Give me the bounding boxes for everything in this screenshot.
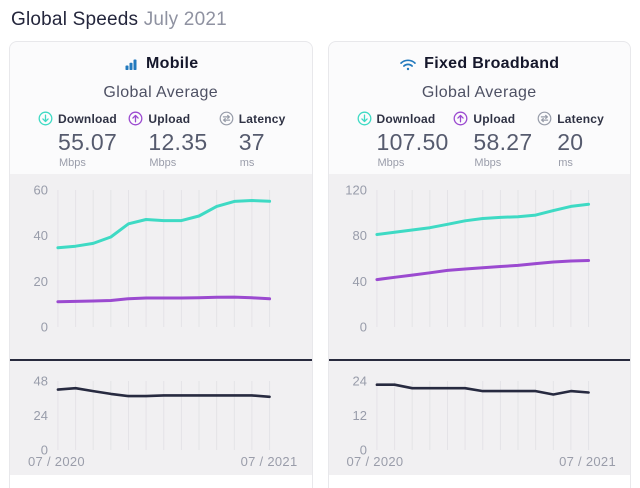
panels-row: Mobile Global Average Download 55.07 Mbp…: [9, 41, 631, 488]
fixed-download-stat: Download 107.50 Mbps: [357, 111, 449, 169]
download-arrow-icon: [357, 111, 372, 126]
upload-arrow-icon: [128, 111, 143, 126]
mobile-panel: Mobile Global Average Download 55.07 Mbp…: [9, 41, 313, 488]
mobile-upload-value: 12.35: [148, 129, 208, 155]
mobile-download-label: Download: [58, 111, 117, 126]
svg-text:0: 0: [41, 319, 48, 334]
chart-divider: [328, 359, 630, 361]
mobile-panel-title: Mobile: [10, 55, 312, 73]
mobile-download-stat: Download 55.07 Mbps: [38, 111, 117, 169]
svg-text:40: 40: [352, 274, 366, 289]
svg-text:0: 0: [359, 319, 366, 334]
mobile-upload-stat: Upload 12.35 Mbps: [128, 111, 207, 169]
fixed-download-value: 107.50: [376, 129, 449, 155]
mobile-speeds-chart: 60 40 20 0: [34, 182, 272, 335]
fixed-global-average-heading: Global Average: [421, 84, 537, 101]
fixed-latency-label: Latency: [557, 111, 604, 126]
mobile-global-average-heading: Global Average: [103, 84, 219, 101]
mobile-x-axis-labels: 07 / 2020 07 / 2021: [10, 454, 312, 469]
svg-text:40: 40: [34, 228, 48, 243]
svg-text:120: 120: [345, 182, 367, 197]
mobile-upload-label: Upload: [148, 111, 191, 126]
mobile-panel-footer: [10, 475, 312, 488]
download-arrow-icon: [38, 111, 53, 126]
mobile-panel-header: Mobile Global Average Download 55.07 Mbp…: [10, 42, 312, 174]
bar-chart-icon: [123, 56, 139, 72]
page-title-period: July 2021: [143, 9, 227, 30]
latency-icon: [219, 111, 234, 126]
fixed-panel-title-label: Fixed Broadband: [424, 55, 560, 72]
fixed-x-axis-labels: 07 / 2020 07 / 2021: [329, 454, 631, 469]
mobile-upload-unit: Mbps: [149, 157, 177, 169]
mobile-latency-label-row: Latency: [219, 111, 286, 126]
fixed-upload-value: 58.27: [473, 129, 533, 155]
mobile-latency-label: Latency: [238, 111, 286, 126]
fixed-panel-header: Fixed Broadband Global Average Download …: [329, 42, 631, 174]
mobile-download-value: 55.07: [58, 129, 118, 155]
fixed-latency-unit: ms: [558, 157, 573, 169]
fixed-latency-chart: 24 12 0: [352, 373, 590, 456]
svg-text:60: 60: [34, 182, 48, 197]
upload-arrow-icon: [453, 111, 468, 126]
fixed-upload-label-row: Upload: [453, 111, 532, 126]
svg-text:12: 12: [352, 408, 366, 423]
fixed-latency-value: 20: [557, 129, 584, 155]
svg-text:0: 0: [41, 442, 48, 456]
mobile-download-unit: Mbps: [59, 157, 86, 169]
fixed-upload-unit: Mbps: [474, 157, 502, 169]
mobile-upload-label-row: Upload: [128, 111, 207, 126]
svg-text:48: 48: [34, 373, 48, 388]
mobile-chart-area: 60 40 20 0 48 24 0 07 / 2020 07 / 2021: [10, 174, 312, 475]
latency-icon: [537, 111, 552, 126]
fixed-speeds-chart: 120 80 40 0: [345, 182, 590, 335]
fixed-latency-stat: Latency 20 ms: [537, 111, 604, 169]
mobile-download-label-row: Download: [38, 111, 117, 126]
svg-text:20: 20: [34, 274, 48, 289]
mobile-latency-stat: Latency 37 ms: [219, 111, 286, 169]
fixed-chart-area: 120 80 40 0 24 12 0 07 / 2020 07 / 2021: [328, 174, 631, 475]
chart-divider: [10, 359, 312, 361]
fixed-download-unit: Mbps: [377, 157, 405, 169]
fixed-upload-stat: Upload 58.27 Mbps: [453, 111, 532, 169]
fixed-x-end-label: 07 / 2021: [559, 454, 616, 469]
fixed-panel-footer: [328, 475, 630, 488]
fixed-broadband-panel: Fixed Broadband Global Average Download …: [327, 41, 631, 488]
fixed-download-label-row: Download: [357, 111, 449, 126]
page-title-main: Global Speeds: [11, 9, 139, 30]
fixed-panel-title: Fixed Broadband: [329, 55, 631, 73]
fixed-stats-row: Download 107.50 Mbps Upload 58.27: [329, 102, 631, 169]
fixed-x-start-label: 07 / 2020: [346, 454, 404, 469]
svg-text:24: 24: [34, 408, 48, 423]
mobile-latency-unit: ms: [239, 157, 255, 169]
fixed-upload-label: Upload: [473, 111, 516, 126]
svg-text:0: 0: [359, 442, 366, 456]
svg-text:24: 24: [352, 373, 366, 388]
mobile-x-end-label: 07 / 2021: [240, 454, 298, 469]
mobile-latency-value: 37: [238, 129, 265, 155]
mobile-stats-row: Download 55.07 Mbps Upload 12.35: [10, 102, 312, 169]
mobile-x-start-label: 07 / 2020: [28, 454, 85, 469]
fixed-latency-label-row: Latency: [537, 111, 604, 126]
mobile-latency-chart: 48 24 0: [34, 373, 271, 456]
mobile-panel-title-label: Mobile: [146, 55, 199, 72]
page-title: Global Speeds July 2021: [11, 9, 631, 31]
svg-text:80: 80: [352, 228, 366, 243]
fixed-download-label: Download: [376, 111, 436, 126]
wifi-icon: [399, 57, 417, 72]
